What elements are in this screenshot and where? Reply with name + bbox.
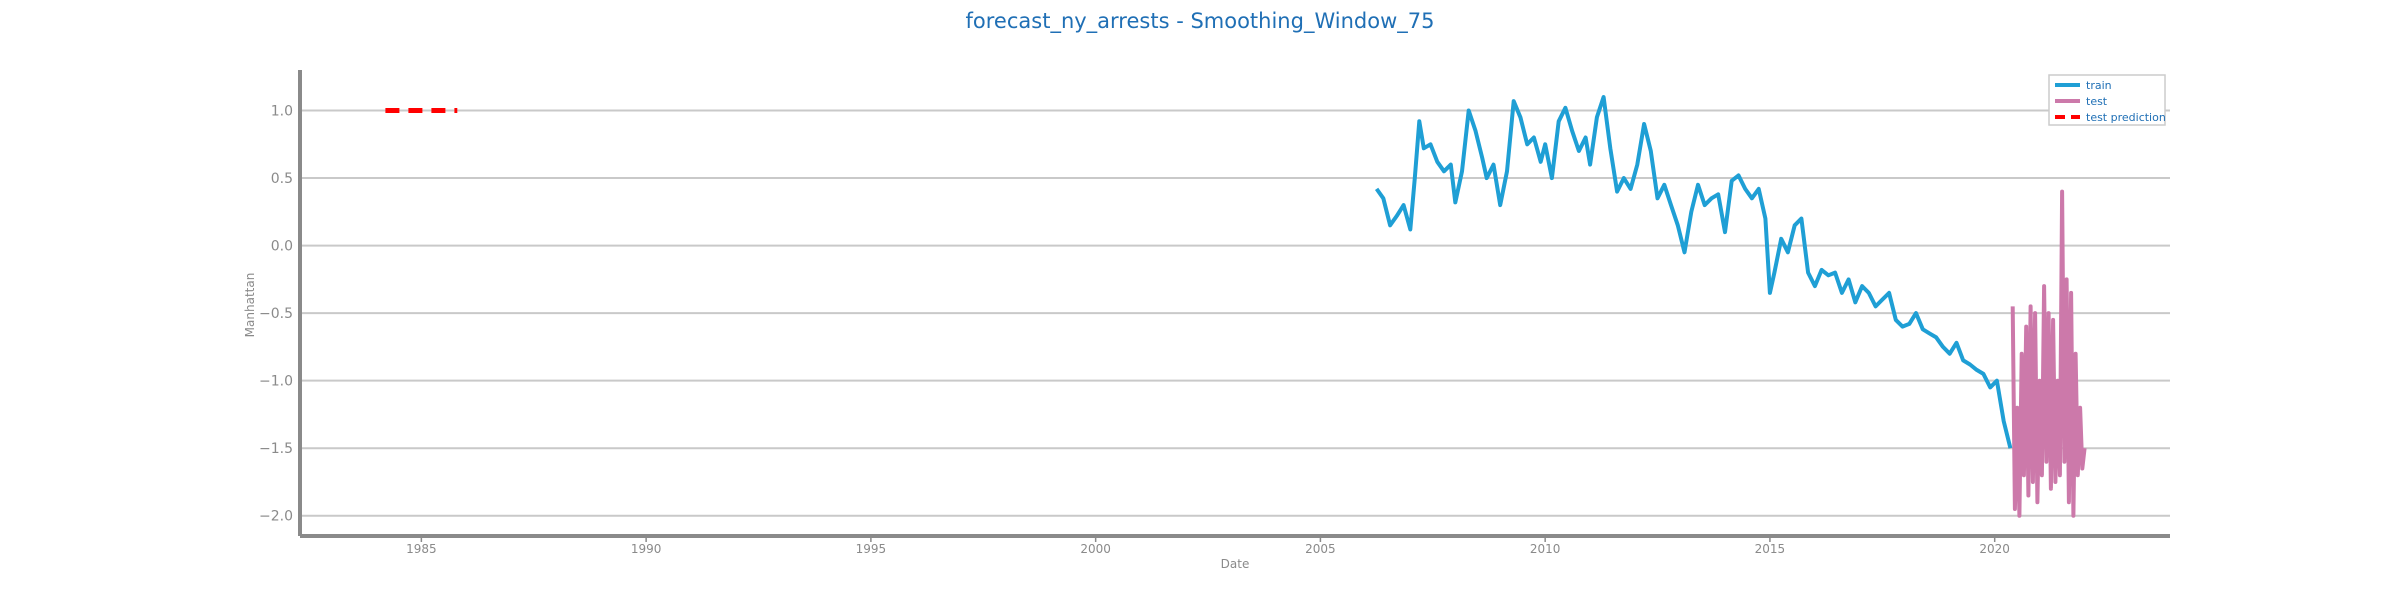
- x-tick-label: 1990: [631, 542, 662, 556]
- gridlines: [300, 109, 2170, 517]
- x-tick-label: 2015: [1755, 542, 1786, 556]
- legend-label: test prediction: [2086, 111, 2166, 124]
- y-tick-label: 1.0: [271, 104, 293, 120]
- y-ticks: 1.0 0.5 0.0 −0.5 −1.0 −1.5 −2.0: [259, 104, 293, 525]
- y-tick-label: 0.0: [271, 239, 293, 255]
- legend: train test test prediction: [2048, 74, 2166, 126]
- series-line-train: [1374, 95, 2013, 449]
- x-tick-label: 2020: [1979, 542, 2010, 556]
- x-ticks: 1985 1990 1995 2000 2005 2010 2015 2020: [406, 536, 2010, 556]
- legend-label: train: [2086, 79, 2112, 92]
- axes: [298, 70, 2170, 538]
- x-tick-label: 1985: [406, 542, 437, 556]
- x-tick-label: 2005: [1305, 542, 1336, 556]
- x-tick-label: 1995: [856, 542, 887, 556]
- y-tick-label: 0.5: [271, 171, 293, 187]
- x-tick-label: 2010: [1530, 542, 1561, 556]
- legend-label: test: [2086, 95, 2108, 108]
- y-axis-label: Manhattan: [243, 273, 257, 338]
- y-tick-label: −0.5: [259, 306, 293, 322]
- y-tick-label: −1.0: [259, 374, 293, 390]
- y-tick-label: −2.0: [259, 509, 293, 525]
- series-line-test: [2010, 189, 2087, 518]
- x-tick-label: 2000: [1080, 542, 1111, 556]
- series-layer: [385, 95, 2087, 518]
- chart-title: forecast_ny_arrests - Smoothing_Window_7…: [966, 9, 1435, 34]
- y-tick-label: −1.5: [259, 441, 293, 457]
- x-axis-label: Date: [1221, 557, 1250, 571]
